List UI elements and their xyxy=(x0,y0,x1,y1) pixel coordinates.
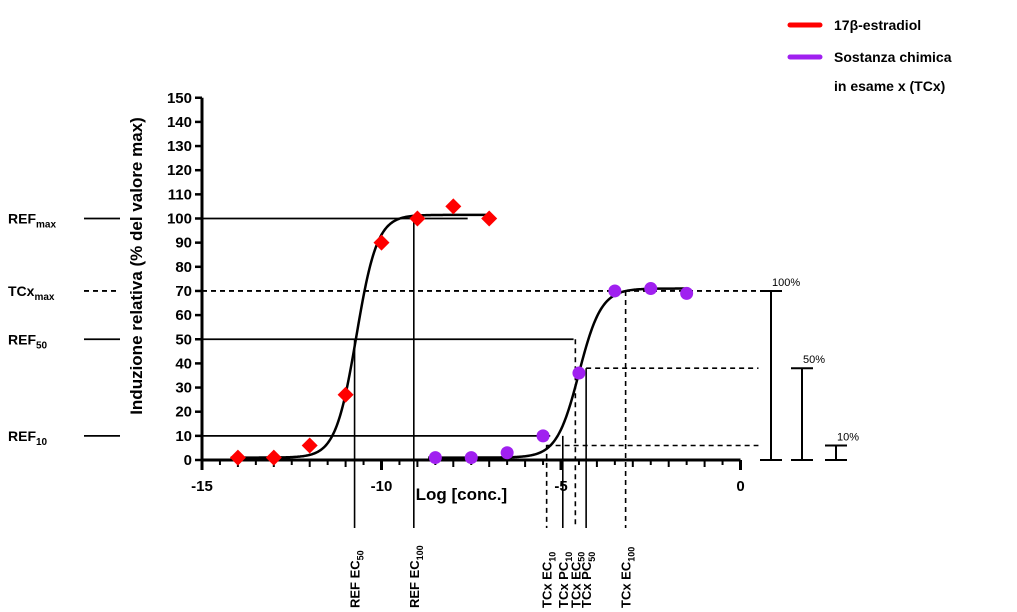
y-tick-label: 130 xyxy=(167,138,192,155)
x-tick-label: -10 xyxy=(371,478,393,495)
marker-label: REF EC100 xyxy=(407,545,425,608)
data-point xyxy=(500,446,514,460)
data-point xyxy=(301,437,318,454)
marker-label: TCx PC10 xyxy=(556,552,574,608)
y-tick-label: 30 xyxy=(175,380,192,397)
y-tick-label: 110 xyxy=(168,186,192,203)
bracket-label: 10% xyxy=(837,432,859,444)
y-tick-label: 100 xyxy=(167,211,192,228)
y-tick-label: 90 xyxy=(175,235,192,252)
y-axis-label: Induzione relativa (% del valore max) xyxy=(127,117,146,415)
x-tick-label: 0 xyxy=(736,478,744,495)
data-point xyxy=(265,449,282,466)
data-point xyxy=(680,286,694,300)
y-tick-label: 150 xyxy=(167,90,192,107)
legend-label: Sostanza chimica xyxy=(834,49,952,65)
fit-curve-1 xyxy=(230,213,491,459)
y-tick-label: 20 xyxy=(175,404,192,421)
bracket-label: 100% xyxy=(772,277,800,289)
ref-line-label: REF50 xyxy=(8,331,48,351)
ref-line-label: REF10 xyxy=(8,428,48,448)
data-point xyxy=(572,366,586,380)
marker-label: TCx EC50 xyxy=(568,552,586,608)
y-tick-label: 60 xyxy=(175,307,192,324)
data-point xyxy=(229,449,246,466)
data-point xyxy=(481,210,498,227)
data-point xyxy=(608,284,622,298)
data-point xyxy=(445,198,462,215)
x-axis-label: Log [conc.] xyxy=(416,485,508,504)
marker-label: TCx EC100 xyxy=(619,547,637,608)
ref-line-label: REFmax xyxy=(8,211,56,231)
y-tick-label: 80 xyxy=(175,259,192,276)
y-tick-label: 140 xyxy=(167,114,192,131)
y-tick-label: 0 xyxy=(184,452,192,469)
y-tick-label: 50 xyxy=(175,331,192,348)
marker-label: TCx PC50 xyxy=(579,552,597,608)
marker-label: TCx EC10 xyxy=(540,552,558,608)
y-tick-label: 10 xyxy=(175,428,192,445)
y-tick-label: 70 xyxy=(175,283,192,300)
data-point xyxy=(337,386,354,403)
x-tick-label: -5 xyxy=(554,478,567,495)
legend-label: 17β-estradiol xyxy=(834,17,921,33)
fit-curve-2 xyxy=(428,287,689,459)
data-point xyxy=(409,210,426,227)
data-point xyxy=(464,451,478,465)
x-tick-label: -15 xyxy=(191,478,213,495)
data-point xyxy=(373,234,390,251)
marker-label: REF EC50 xyxy=(348,550,366,608)
data-point xyxy=(536,429,550,443)
ref-line-label: TCxmax xyxy=(8,283,55,303)
legend-label-line2: in esame x (TCx) xyxy=(834,78,945,94)
data-point xyxy=(428,451,442,465)
y-tick-label: 120 xyxy=(167,162,192,179)
bracket-label: 50% xyxy=(803,354,825,366)
data-point xyxy=(644,282,658,296)
y-tick-label: 40 xyxy=(175,355,192,372)
